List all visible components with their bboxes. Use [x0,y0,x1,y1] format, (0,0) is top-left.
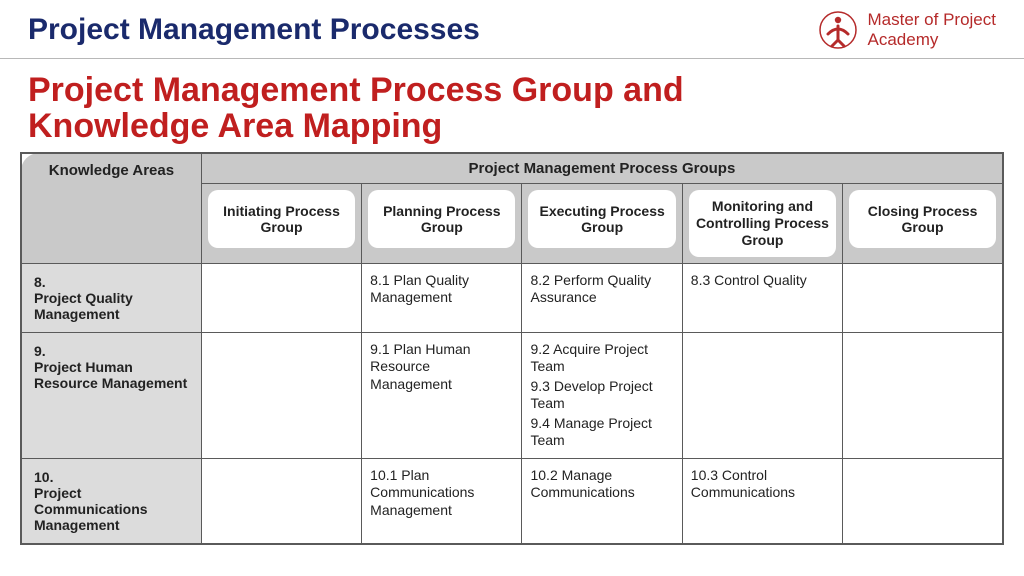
process-cell [843,332,1003,458]
col-header-pill: Planning Process Group [368,190,515,248]
col-header-pill: Closing Process Group [849,190,996,248]
brand-line2: Academy [868,30,997,50]
process-cell [843,458,1003,544]
process-entry: 9.2 Acquire Project Team [530,341,673,376]
table-row: 10. Project Communications Management10.… [21,458,1003,544]
process-cell: 10.1 Plan Communications Management [362,458,522,544]
process-groups-span-header: Project Management Process Groups [201,153,1003,184]
main-heading-line1: Project Management Process Group and [28,73,996,109]
process-cell [201,332,361,458]
process-entry: 9.4 Manage Project Team [530,415,673,450]
ka-name: Project Communications Management [34,485,193,533]
process-entry: 8.2 Perform Quality Assurance [530,272,673,307]
process-cell: 8.3 Control Quality [682,263,842,332]
brand-text: Master of Project Academy [868,10,997,49]
brand-line1: Master of Project [868,10,997,29]
process-cell: 10.2 Manage Communications [522,458,682,544]
process-cell: 8.2 Perform Quality Assurance [522,263,682,332]
knowledge-area-cell: 8. Project Quality Management [21,263,201,332]
table-container: Knowledge Areas Project Management Proce… [0,152,1024,544]
col-header-pill: Initiating Process Group [208,190,355,248]
table-header-row-1: Knowledge Areas Project Management Proce… [21,153,1003,184]
table-body: 8. Project Quality Management 8.1 Plan Qu… [21,263,1003,544]
brand: Master of Project Academy [818,10,997,50]
process-cell [843,263,1003,332]
process-entry: 9.1 Plan Human Resource Management [370,341,513,394]
page: Project Management Processes Master of P… [0,0,1024,576]
process-entry: 10.3 Control Communications [691,467,834,502]
table-row: 8. Project Quality Management 8.1 Plan Qu… [21,263,1003,332]
process-cell: 9.2 Acquire Project Team9.3 Develop Proj… [522,332,682,458]
process-cell: 8.1 Plan Quality Management [362,263,522,332]
col-header-executing: Executing Process Group [522,184,682,263]
col-header-monitoring: Monitoring and Controlling Process Group [682,184,842,263]
ka-number: 8. [34,274,58,290]
page-title: Project Management Processes [28,13,480,47]
ka-number: 10. [34,469,58,485]
knowledge-areas-header: Knowledge Areas [21,153,201,263]
knowledge-area-cell: 10. Project Communications Management [21,458,201,544]
col-header-pill: Executing Process Group [528,190,675,248]
brand-logo-icon [818,10,858,50]
header-bar: Project Management Processes Master of P… [0,0,1024,59]
process-entry: 10.1 Plan Communications Management [370,467,513,520]
main-heading: Project Management Process Group and Kno… [0,59,1024,152]
process-cell: 9.1 Plan Human Resource Management [362,332,522,458]
ka-name: Project Human Resource Management [34,359,193,391]
process-cell [201,458,361,544]
ka-name: Project Quality Management [34,290,193,322]
col-header-closing: Closing Process Group [843,184,1003,263]
col-header-planning: Planning Process Group [362,184,522,263]
process-cell: 10.3 Control Communications [682,458,842,544]
knowledge-area-cell: 9. Project Human Resource Management [21,332,201,458]
process-entry: 8.1 Plan Quality Management [370,272,513,307]
col-header-pill: Monitoring and Controlling Process Group [689,190,836,256]
process-cell [682,332,842,458]
col-header-initiating: Initiating Process Group [201,184,361,263]
ka-number: 9. [34,343,58,359]
process-entry: 8.3 Control Quality [691,272,834,290]
process-entry: 9.3 Develop Project Team [530,378,673,413]
table-row: 9. Project Human Resource Management 9.1 … [21,332,1003,458]
process-cell [201,263,361,332]
process-entry: 10.2 Manage Communications [530,467,673,502]
main-heading-line2: Knowledge Area Mapping [28,109,996,145]
process-mapping-table: Knowledge Areas Project Management Proce… [20,152,1004,544]
